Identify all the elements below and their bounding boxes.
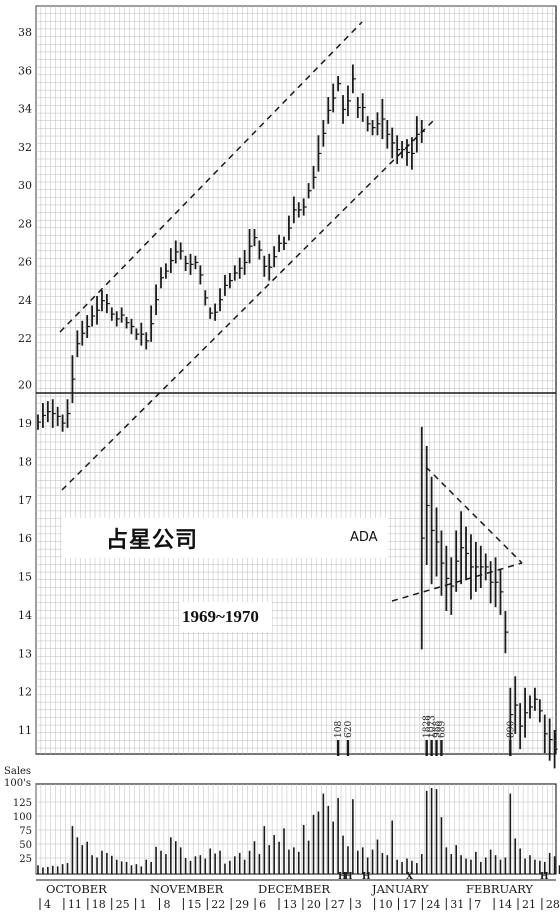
holiday-mark: H (540, 872, 549, 882)
week-label: 13 (283, 898, 297, 911)
week-label: 25 (116, 898, 130, 911)
week-label: 18 (92, 898, 106, 911)
volume-annotation: 1073 (428, 715, 438, 738)
y-tick-label: 20 (18, 379, 32, 392)
y-tick-label: 17 (18, 494, 32, 507)
y-tick-label: 28 (18, 217, 32, 230)
y-tick-label: 34 (18, 103, 32, 116)
y-tick-label: 18 (18, 455, 32, 468)
y-tick-label: 26 (18, 256, 32, 269)
week-label: 1 (140, 898, 147, 911)
volume-annotation: 890 (506, 721, 516, 738)
volume-tick-label: 100 (13, 812, 32, 823)
holiday-mark: H (338, 872, 347, 882)
price-bars (37, 64, 558, 769)
week-label: 17 (403, 898, 417, 911)
volume-tick-label: 50 (19, 840, 32, 851)
week-label: 4 (44, 898, 51, 911)
month-label: JANUARY (371, 882, 429, 896)
week-label: 24 (426, 898, 440, 911)
month-label: DECEMBER (258, 882, 330, 896)
chart-axes: 22 24 26 28 30 32 34 36 38 11 12 13 14 15 16 17 18 19 20 12… (4, 26, 32, 865)
y-tick-label: 12 (18, 686, 32, 699)
volume-tick-label: 125 (13, 798, 32, 809)
period-label: 1969~1970 (182, 607, 259, 626)
sales-unit-label: 100's (4, 778, 31, 789)
week-label: 6 (259, 898, 266, 911)
sales-label: Sales (4, 766, 31, 777)
week-label: 31 (450, 898, 464, 911)
week-label: 21 (522, 898, 536, 911)
volume-tick-label: 75 (19, 826, 32, 837)
week-label: 27 (331, 898, 345, 911)
month-label: OCTOBER (46, 882, 107, 896)
y-tick-label: 16 (18, 532, 32, 545)
chart-labels: OCTOBER NOVEMBER DECEMBER JANUARY FEBRUARYHH… (36, 872, 560, 911)
holiday-mark: H (344, 872, 353, 882)
company-label-box: 占星公司 ADA (62, 518, 388, 558)
week-label: 22 (211, 898, 225, 911)
volume-tick-label: 25 (19, 854, 32, 865)
week-label: 14 (498, 898, 512, 911)
week-label: 10 (379, 898, 393, 911)
week-label: 29 (235, 898, 249, 911)
y-tick-label: 19 (18, 417, 32, 430)
week-label: 28 (546, 898, 560, 911)
y-tick-label: 38 (18, 26, 32, 39)
y-tick-label: 14 (18, 609, 32, 622)
chart-grid (35, 5, 557, 875)
volume-annotation: 1828 (423, 715, 433, 738)
y-tick-label: 24 (18, 294, 32, 307)
y-tick-label: 30 (18, 179, 32, 192)
holiday-mark: X (406, 872, 413, 882)
week-label: 7 (474, 898, 481, 911)
volume-annotation: 108 (334, 721, 344, 738)
week-label: 8 (164, 898, 171, 911)
week-label: 15 (187, 898, 201, 911)
period-label-box: 1969~1970 (180, 602, 272, 632)
y-tick-label: 11 (18, 724, 32, 737)
y-tick-label: 32 (18, 141, 32, 154)
holiday-mark: H (362, 872, 371, 882)
company-name: 占星公司 (106, 528, 199, 553)
y-tick-label: 13 (18, 647, 32, 660)
volume-annotation: 620 (344, 721, 354, 738)
month-label: FEBRUARY (466, 882, 533, 896)
y-tick-label: 36 (18, 64, 32, 77)
y-tick-label: 22 (18, 332, 32, 345)
volume-annotation: 689 (437, 721, 447, 738)
week-label: 20 (307, 898, 321, 911)
ticker-symbol: ADA (350, 530, 378, 545)
month-label: NOVEMBER (150, 882, 224, 896)
volume-annotation: 988 (433, 721, 443, 738)
y-tick-label: 15 (18, 571, 32, 584)
triangle-upper-line (425, 466, 523, 564)
week-label: 11 (68, 898, 82, 911)
week-label: 3 (355, 898, 362, 911)
